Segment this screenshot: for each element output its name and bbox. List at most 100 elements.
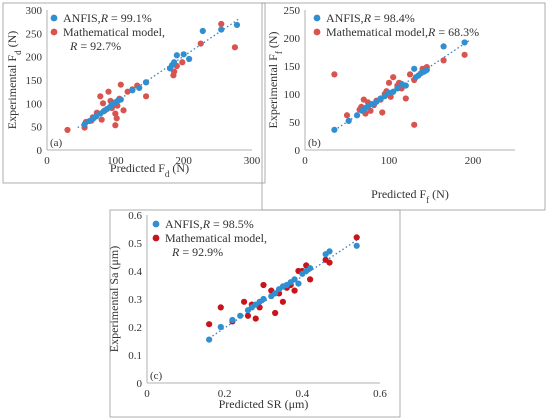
legend: ANFIS,R = 99.1%Mathematical model,R = 92… — [50, 11, 165, 53]
math-model-point — [240, 298, 248, 305]
math-model-point — [331, 71, 338, 78]
anfis-point — [180, 51, 187, 58]
math-model-point — [411, 121, 418, 128]
panel-border — [261, 2, 546, 211]
y-tick-label: 50 — [31, 122, 43, 134]
y-tick-label: 100 — [26, 98, 43, 110]
math-model-point — [117, 81, 124, 88]
legend: ANFIS,R = 98.5%Mathematical model,R = 92… — [152, 217, 267, 259]
panel-label: (c) — [150, 370, 163, 382]
anfis-point — [260, 295, 267, 303]
math-model-point — [97, 93, 104, 100]
anfis-point — [81, 121, 88, 128]
x-tick-label: 0.2 — [218, 388, 232, 400]
math-model-point — [307, 276, 314, 283]
y-tick-label: 250 — [284, 5, 301, 17]
y-tick-label: 100 — [284, 89, 301, 101]
anfis-point — [206, 336, 213, 343]
y-tick-label: 200 — [284, 33, 301, 45]
x-tick-label: 0.6 — [373, 388, 387, 400]
anfis-point — [199, 27, 206, 35]
legend-marker — [313, 14, 321, 22]
y-tick-label: 150 — [26, 75, 43, 87]
anfis-point — [117, 96, 124, 103]
legend-entry: ANFIS,R = 98.5% — [165, 217, 254, 231]
y-tick-label: 250 — [26, 28, 43, 40]
anfis-point — [186, 55, 193, 63]
math-model-point — [461, 51, 468, 58]
anfis-point — [233, 21, 241, 29]
math-model-point — [112, 122, 119, 129]
anfis-point — [461, 39, 468, 46]
math-model-point — [390, 74, 397, 81]
chart-panel-3: 0 0.2 0.4 0.6 0 0.1 0.2 0.3 0.4 0.5 0.6 Predicted S… — [107, 209, 401, 418]
x-tick-label: 0 — [302, 155, 308, 167]
y-tick-label: 0 — [295, 145, 301, 157]
math-model-point — [291, 287, 298, 294]
x-tick-label: 300 — [244, 155, 261, 167]
chart-panel-1: 0 100 200 300 0 50 100 150 200 250 300 Predicted Fd… — [2, 2, 266, 184]
anfis-point — [353, 242, 360, 249]
anfis-point — [142, 79, 150, 86]
math-model-point — [272, 309, 279, 317]
math-model-point — [218, 20, 225, 28]
math-model-point — [206, 321, 213, 328]
y-tick-label: 0.5 — [128, 238, 142, 250]
legend-marker — [50, 14, 58, 22]
anfis-point — [229, 316, 236, 324]
math-model-point — [279, 298, 287, 305]
anfis-point — [237, 312, 244, 319]
y-tick-label: 0.2 — [128, 322, 142, 334]
anfis-point — [411, 65, 418, 72]
legend-marker — [50, 28, 58, 36]
legend-marker — [152, 220, 160, 228]
math-model-point — [99, 100, 107, 107]
math-model-point — [142, 93, 150, 100]
y-axis-label: Experimental Fd (N) — [5, 31, 23, 130]
math-model-point — [353, 234, 360, 241]
anfis-point — [390, 88, 397, 95]
y-axis-label: Experimental Sa (μm) — [107, 246, 121, 352]
legend-entry-line2: R = 92.9% — [171, 245, 223, 259]
y-tick-label: 200 — [26, 52, 43, 64]
anfis-point — [331, 126, 338, 133]
chart-panel-2: 0 100 200 0 50 100 150 200 250 Predicted Ff (N) Ex… — [261, 2, 546, 211]
x-axis-label: Predicted SR (μm) — [219, 397, 309, 411]
anfis-point — [402, 82, 409, 89]
panel-label: (a) — [50, 137, 63, 149]
anfis-point — [136, 84, 143, 92]
legend: ANFIS,R = 98.4%Mathematical model,R = 68… — [313, 11, 479, 39]
anfis-point — [373, 98, 380, 105]
legend-entry-line2: R = 92.7% — [69, 39, 121, 53]
x-tick-label: 200 — [465, 155, 482, 167]
y-tick-label: 0.1 — [128, 350, 142, 362]
legend-entry: Mathematical model, — [63, 25, 165, 39]
math-model-point — [113, 115, 120, 122]
math-model-point — [64, 126, 71, 134]
math-model-point — [120, 107, 127, 114]
x-tick-label: 100 — [107, 155, 124, 167]
anfis-point — [307, 265, 314, 272]
anfis-point — [326, 248, 333, 255]
math-model-point — [379, 109, 386, 116]
anfis-point — [440, 43, 447, 50]
math-model-point — [260, 281, 267, 289]
y-tick-label: 0 — [137, 378, 143, 390]
math-model-point — [124, 88, 131, 95]
anfis-point — [423, 66, 430, 74]
math-model-point — [244, 312, 252, 319]
x-tick-label: 0 — [144, 388, 150, 400]
anfis-point — [295, 280, 302, 287]
anfis-point — [272, 290, 279, 297]
math-model-point — [231, 44, 239, 51]
panel-border — [2, 2, 266, 184]
math-model-point — [402, 95, 409, 102]
panel-label: (b) — [308, 137, 321, 149]
anfis-point — [381, 93, 388, 100]
math-model-point — [252, 315, 259, 322]
legend-entry: Mathematical model, — [165, 231, 267, 245]
math-model-point — [179, 59, 186, 66]
anfis-point — [291, 276, 298, 283]
x-axis-label: Predicted Ff (N) — [371, 187, 449, 205]
